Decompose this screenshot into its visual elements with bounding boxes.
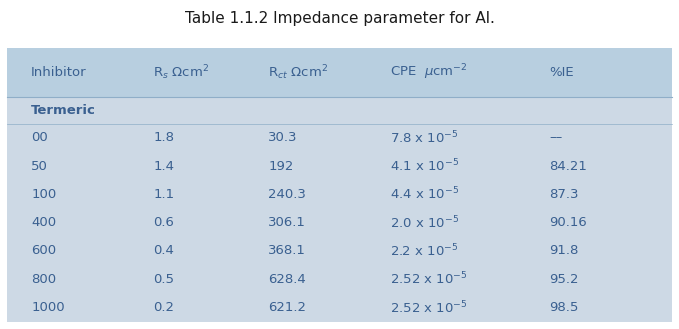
Text: 90.16: 90.16 xyxy=(549,216,587,229)
Text: 1.4: 1.4 xyxy=(153,160,174,172)
Text: 00: 00 xyxy=(31,131,48,144)
Text: 4.1 x 10$^{-5}$: 4.1 x 10$^{-5}$ xyxy=(390,158,460,174)
Text: 2.0 x 10$^{-5}$: 2.0 x 10$^{-5}$ xyxy=(390,215,460,231)
Text: 2.52 x 10$^{-5}$: 2.52 x 10$^{-5}$ xyxy=(390,271,468,288)
Text: 7.8 x 10$^{-5}$: 7.8 x 10$^{-5}$ xyxy=(390,129,459,146)
Text: 87.3: 87.3 xyxy=(549,188,579,201)
Text: 30.3: 30.3 xyxy=(268,131,298,144)
Text: Termeric: Termeric xyxy=(31,104,96,116)
Text: 0.4: 0.4 xyxy=(153,244,174,258)
Text: 621.2: 621.2 xyxy=(268,301,306,314)
Text: 2.2 x 10$^{-5}$: 2.2 x 10$^{-5}$ xyxy=(390,243,458,259)
Text: 2.52 x 10$^{-5}$: 2.52 x 10$^{-5}$ xyxy=(390,299,468,316)
Text: 240.3: 240.3 xyxy=(268,188,306,201)
Text: 50: 50 xyxy=(31,160,48,172)
Text: Table 1.1.2 Impedance parameter for Al.: Table 1.1.2 Impedance parameter for Al. xyxy=(185,11,494,26)
Text: 400: 400 xyxy=(31,216,56,229)
Text: R$_s$ $\Omega$cm$^2$: R$_s$ $\Omega$cm$^2$ xyxy=(153,63,209,82)
Text: %IE: %IE xyxy=(549,66,574,79)
Text: 306.1: 306.1 xyxy=(268,216,306,229)
Text: 0.5: 0.5 xyxy=(153,273,174,286)
Text: 1.1: 1.1 xyxy=(153,188,175,201)
Text: R$_{ct}$ $\Omega$cm$^2$: R$_{ct}$ $\Omega$cm$^2$ xyxy=(268,63,329,82)
Text: 100: 100 xyxy=(31,188,56,201)
Text: 84.21: 84.21 xyxy=(549,160,587,172)
Text: 800: 800 xyxy=(31,273,56,286)
Text: 1000: 1000 xyxy=(31,301,65,314)
Text: 192: 192 xyxy=(268,160,294,172)
Text: 0.2: 0.2 xyxy=(153,301,174,314)
Text: 1.8: 1.8 xyxy=(153,131,174,144)
FancyBboxPatch shape xyxy=(7,48,672,97)
Text: 368.1: 368.1 xyxy=(268,244,306,258)
Text: 98.5: 98.5 xyxy=(549,301,579,314)
Text: 91.8: 91.8 xyxy=(549,244,579,258)
FancyBboxPatch shape xyxy=(7,48,672,322)
Text: 4.4 x 10$^{-5}$: 4.4 x 10$^{-5}$ xyxy=(390,186,460,203)
Text: 95.2: 95.2 xyxy=(549,273,579,286)
Text: ––: –– xyxy=(549,131,563,144)
Text: CPE  $\mu$cm$^{-2}$: CPE $\mu$cm$^{-2}$ xyxy=(390,63,468,82)
Text: Inhibitor: Inhibitor xyxy=(31,66,87,79)
Text: 0.6: 0.6 xyxy=(153,216,174,229)
Text: 600: 600 xyxy=(31,244,56,258)
Text: 628.4: 628.4 xyxy=(268,273,306,286)
